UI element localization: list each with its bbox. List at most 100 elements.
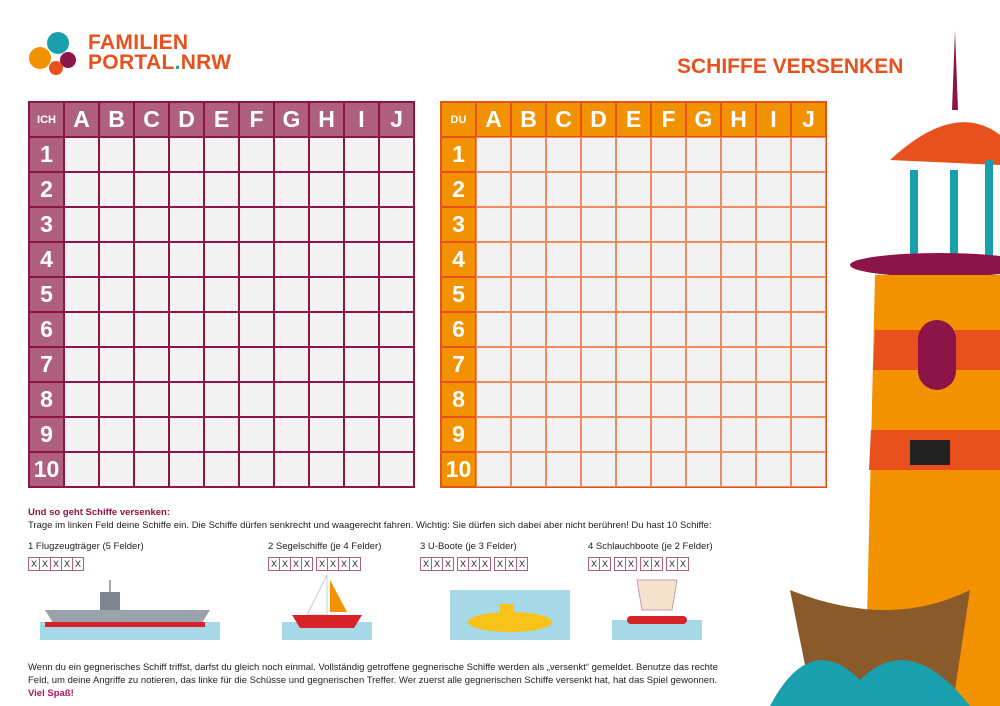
grid-cell[interactable] (309, 312, 344, 347)
grid-cell[interactable] (721, 242, 756, 277)
grid-cell[interactable] (581, 137, 616, 172)
grid-cell[interactable] (651, 277, 686, 312)
grid-cell[interactable] (686, 137, 721, 172)
grid-cell[interactable] (756, 452, 791, 487)
grid-cell[interactable] (239, 417, 274, 452)
grid-cell[interactable] (309, 277, 344, 312)
grid-cell[interactable] (64, 312, 99, 347)
grid-cell[interactable] (64, 172, 99, 207)
grid-cell[interactable] (581, 207, 616, 242)
grid-cell[interactable] (476, 277, 511, 312)
grid-cell[interactable] (791, 242, 826, 277)
grid-cell[interactable] (616, 452, 651, 487)
grid-cell[interactable] (274, 382, 309, 417)
grid-cell[interactable] (344, 417, 379, 452)
grid-cell[interactable] (721, 207, 756, 242)
grid-cell[interactable] (99, 312, 134, 347)
grid-cell[interactable] (581, 417, 616, 452)
grid-cell[interactable] (309, 242, 344, 277)
grid-cell[interactable] (204, 137, 239, 172)
grid-cell[interactable] (274, 172, 309, 207)
grid-cell[interactable] (791, 312, 826, 347)
grid-cell[interactable] (511, 207, 546, 242)
grid-cell[interactable] (511, 277, 546, 312)
grid-cell[interactable] (546, 312, 581, 347)
grid-cell[interactable] (239, 172, 274, 207)
grid-cell[interactable] (239, 312, 274, 347)
grid-cell[interactable] (791, 277, 826, 312)
grid-cell[interactable] (309, 382, 344, 417)
grid-cell[interactable] (379, 312, 414, 347)
grid-cell[interactable] (99, 382, 134, 417)
grid-cell[interactable] (169, 347, 204, 382)
grid-cell[interactable] (616, 207, 651, 242)
grid-cell[interactable] (274, 347, 309, 382)
grid-cell[interactable] (99, 242, 134, 277)
grid-cell[interactable] (511, 137, 546, 172)
grid-cell[interactable] (686, 172, 721, 207)
grid-cell[interactable] (616, 382, 651, 417)
grid-cell[interactable] (756, 207, 791, 242)
grid-cell[interactable] (204, 382, 239, 417)
grid-cell[interactable] (791, 452, 826, 487)
grid-cell[interactable] (511, 172, 546, 207)
grid-cell[interactable] (204, 312, 239, 347)
grid-cell[interactable] (651, 347, 686, 382)
grid-cell[interactable] (379, 347, 414, 382)
grid-cell[interactable] (204, 277, 239, 312)
grid-cell[interactable] (344, 277, 379, 312)
grid-cell[interactable] (721, 137, 756, 172)
grid-cell[interactable] (134, 312, 169, 347)
grid-cell[interactable] (651, 207, 686, 242)
grid-cell[interactable] (344, 347, 379, 382)
grid-cell[interactable] (616, 137, 651, 172)
grid-cell[interactable] (791, 347, 826, 382)
grid-cell[interactable] (546, 382, 581, 417)
grid-cell[interactable] (379, 277, 414, 312)
grid-cell[interactable] (616, 277, 651, 312)
grid-cell[interactable] (99, 452, 134, 487)
grid-cell[interactable] (546, 452, 581, 487)
grid-cell[interactable] (721, 452, 756, 487)
grid-cell[interactable] (169, 452, 204, 487)
grid-cell[interactable] (169, 172, 204, 207)
grid-cell[interactable] (791, 382, 826, 417)
grid-cell[interactable] (511, 452, 546, 487)
grid-cell[interactable] (686, 207, 721, 242)
grid-cell[interactable] (379, 452, 414, 487)
grid-cell[interactable] (616, 417, 651, 452)
grid-cell[interactable] (309, 207, 344, 242)
grid-cell[interactable] (274, 312, 309, 347)
grid-cell[interactable] (511, 347, 546, 382)
grid-cell[interactable] (134, 382, 169, 417)
grid-cell[interactable] (344, 312, 379, 347)
grid-cell[interactable] (204, 207, 239, 242)
grid-cell[interactable] (651, 172, 686, 207)
grid-cell[interactable] (64, 347, 99, 382)
grid-cell[interactable] (616, 172, 651, 207)
grid-cell[interactable] (686, 242, 721, 277)
grid-cell[interactable] (476, 137, 511, 172)
grid-cell[interactable] (756, 312, 791, 347)
grid-cell[interactable] (686, 452, 721, 487)
grid-cell[interactable] (379, 382, 414, 417)
grid-cell[interactable] (169, 417, 204, 452)
grid-cell[interactable] (546, 137, 581, 172)
grid-cell[interactable] (344, 452, 379, 487)
grid-cell[interactable] (651, 417, 686, 452)
grid-cell[interactable] (511, 417, 546, 452)
grid-cell[interactable] (686, 312, 721, 347)
grid-cell[interactable] (581, 452, 616, 487)
grid-cell[interactable] (204, 347, 239, 382)
grid-cell[interactable] (581, 347, 616, 382)
grid-cell[interactable] (651, 137, 686, 172)
grid-cell[interactable] (511, 242, 546, 277)
grid-cell[interactable] (616, 347, 651, 382)
grid-cell[interactable] (169, 312, 204, 347)
grid-cell[interactable] (169, 207, 204, 242)
grid-cell[interactable] (309, 172, 344, 207)
grid-cell[interactable] (476, 207, 511, 242)
grid-cell[interactable] (99, 207, 134, 242)
grid-cell[interactable] (476, 312, 511, 347)
grid-cell[interactable] (204, 452, 239, 487)
